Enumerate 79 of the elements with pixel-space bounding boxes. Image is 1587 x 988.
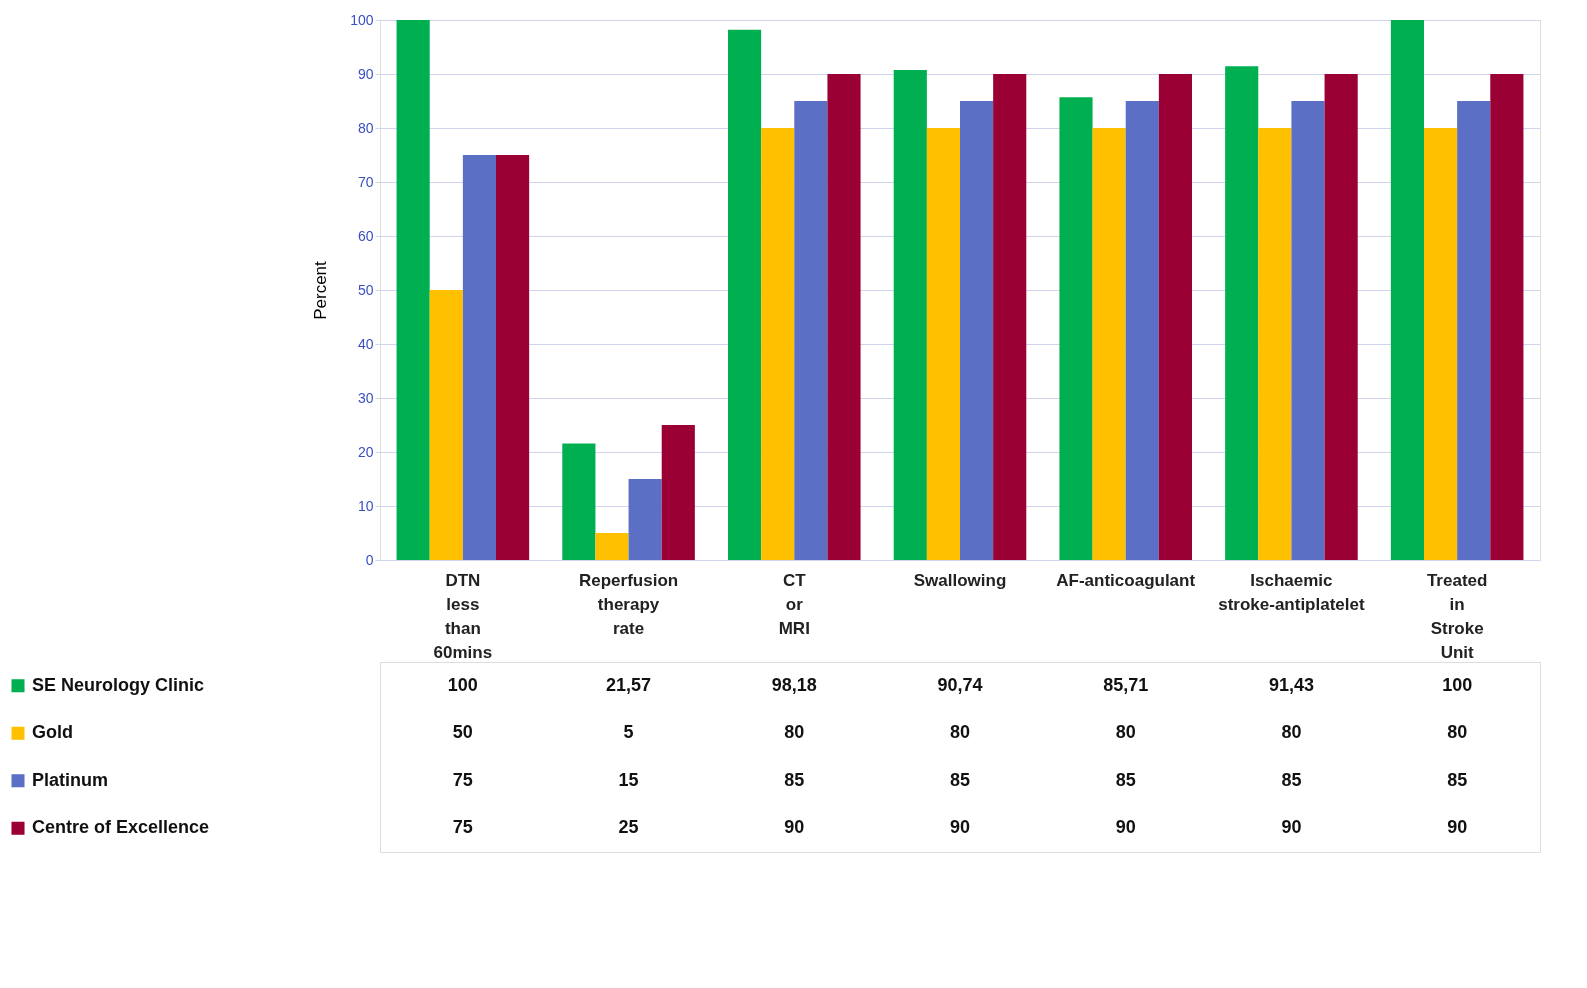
- bar: [1490, 74, 1524, 560]
- x-tick-label: Swallowing: [913, 570, 1007, 590]
- x-tick-label: DTN less than 60mins: [433, 570, 493, 662]
- bar: [1092, 128, 1126, 560]
- bar: [993, 74, 1027, 560]
- legend-label: Centre of Excellence: [32, 817, 210, 838]
- data-label: 75: [452, 817, 473, 838]
- data-label: 98,18: [771, 674, 817, 695]
- y-tick-label: 40: [357, 335, 374, 352]
- bar: [595, 533, 629, 560]
- bar: [1390, 20, 1424, 560]
- data-label: 90: [784, 817, 805, 838]
- bar: [396, 20, 430, 560]
- data-label: 80: [1447, 722, 1468, 743]
- legend-label: Platinum: [32, 769, 109, 790]
- data-label: 100: [1442, 674, 1473, 695]
- bar: [1225, 66, 1259, 560]
- bar: [1059, 97, 1093, 560]
- data-label: 90: [1447, 817, 1468, 838]
- data-label: 50: [452, 722, 473, 743]
- y-tick-label: 10: [357, 497, 374, 514]
- bar: [1457, 101, 1491, 560]
- bar: [893, 70, 927, 560]
- x-tick-label: Treated in Stroke Unit: [1426, 570, 1488, 662]
- bar: [429, 290, 463, 560]
- data-label: 85: [1447, 769, 1468, 790]
- bar: [926, 128, 960, 560]
- x-tick-label: CT or MRI: [778, 570, 810, 638]
- data-label: 80: [784, 722, 805, 743]
- bar: [1324, 74, 1358, 560]
- bar: [960, 101, 994, 560]
- x-tick-label: Ischaemic stroke-antiplatelet: [1218, 570, 1365, 614]
- data-label: 91,43: [1268, 674, 1314, 695]
- data-label: 85,71: [1103, 674, 1149, 695]
- data-label: 5: [623, 722, 634, 743]
- data-label: 85: [949, 769, 971, 790]
- data-label: 80: [1281, 722, 1302, 743]
- data-label: 90,74: [937, 674, 983, 695]
- bar: [728, 29, 762, 560]
- bar: [1258, 128, 1292, 560]
- y-tick-label: 100: [350, 11, 374, 28]
- y-tick-label: 20: [357, 443, 374, 460]
- x-tick-label: Reperfusion therapy rate: [578, 570, 679, 638]
- bar: [661, 425, 695, 560]
- bar: [1291, 101, 1325, 560]
- legend-label: Gold: [32, 722, 73, 743]
- data-label: 85: [1115, 769, 1136, 790]
- y-tick-label: 0: [365, 551, 374, 568]
- legend-label: SE Neurology Clinic: [32, 674, 205, 695]
- data-label: 21,57: [606, 674, 652, 695]
- data-label: 15: [618, 769, 639, 790]
- data-label: 80: [1115, 722, 1136, 743]
- data-label: 90: [1281, 817, 1302, 838]
- data-label: 85: [1281, 769, 1302, 790]
- y-tick-label: 80: [357, 119, 374, 136]
- y-tick-label: 50: [357, 281, 374, 298]
- data-label: 75: [452, 769, 473, 790]
- data-label: 25: [618, 817, 639, 838]
- y-axis-title: Percent: [311, 260, 331, 320]
- y-tick-label: 90: [357, 65, 374, 82]
- y-tick-label: 60: [357, 227, 374, 244]
- bar: [794, 101, 828, 560]
- bar: [1424, 128, 1458, 560]
- data-label: 85: [784, 769, 805, 790]
- data-label: 90: [949, 817, 971, 838]
- bar: [1125, 101, 1159, 560]
- bar: [462, 155, 496, 560]
- bar: [628, 479, 662, 560]
- bar: [562, 443, 596, 560]
- data-label: 90: [1115, 817, 1136, 838]
- data-label: 80: [949, 722, 971, 743]
- bar: [496, 155, 530, 560]
- y-tick-label: 70: [357, 173, 374, 190]
- x-tick-label: AF-anticoagulant: [1056, 570, 1196, 590]
- y-tick-label: 30: [357, 389, 374, 406]
- bar: [827, 74, 861, 560]
- data-label: 100: [447, 674, 478, 695]
- bar: [761, 128, 795, 560]
- bar: [1158, 74, 1192, 560]
